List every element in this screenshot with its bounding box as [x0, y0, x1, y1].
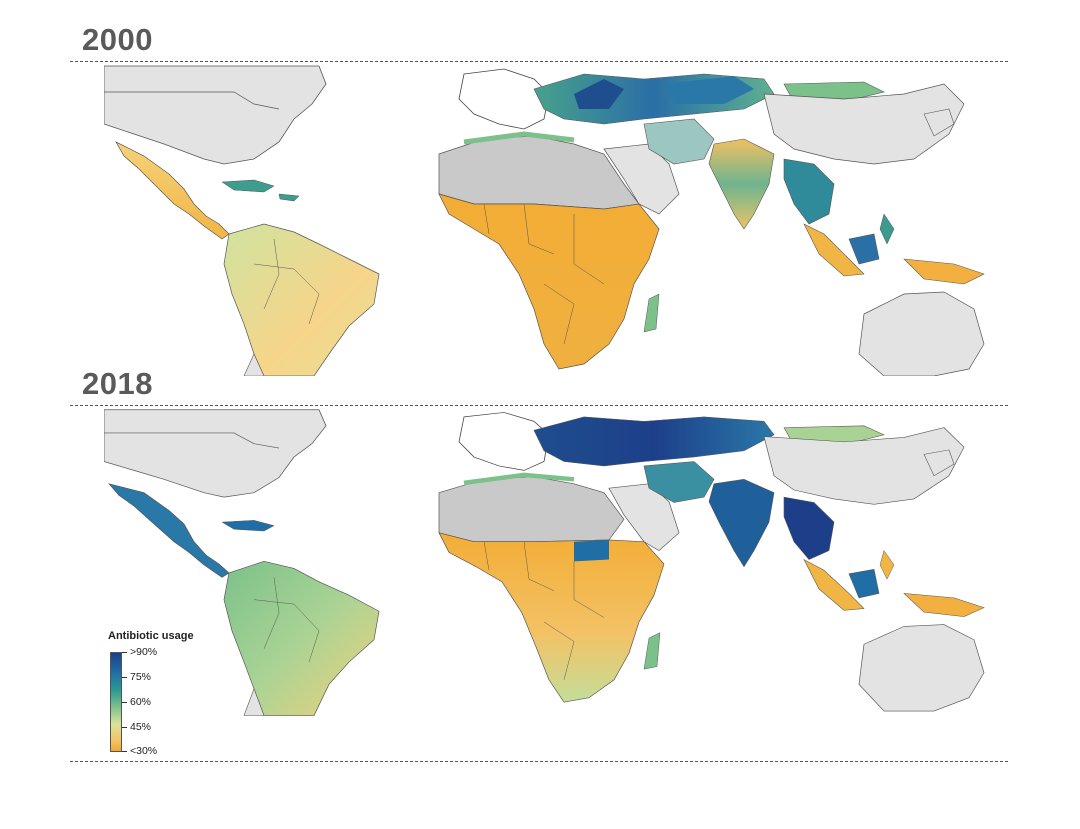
north-africa	[438, 135, 640, 210]
divider-top	[70, 61, 1008, 62]
divider-bottom	[70, 761, 1008, 762]
subsaharan-africa	[438, 532, 665, 703]
map-2000	[104, 64, 1004, 376]
east-asia	[763, 427, 965, 505]
mexico	[115, 141, 230, 240]
legend-tick	[122, 677, 127, 678]
australia	[858, 624, 985, 712]
legend-tick-label-75: 75%	[130, 671, 152, 683]
legend-tick	[122, 751, 127, 752]
iran-region	[643, 461, 715, 503]
south-america	[223, 560, 380, 716]
divider-middle	[70, 405, 1008, 406]
legend-tick	[122, 727, 127, 728]
north-america	[104, 65, 327, 165]
southeast-asia	[783, 158, 835, 225]
australia	[858, 291, 985, 376]
legend-tick-label-60: 60%	[130, 696, 152, 708]
india	[708, 138, 775, 230]
subsaharan-africa	[438, 193, 660, 370]
southeast-asia	[783, 496, 835, 560]
legend-color-bar	[110, 652, 122, 752]
caribbean	[221, 179, 275, 193]
legend: Antibiotic usage >90% 75% 60% 45% <30%	[108, 630, 218, 760]
legend-tick-label-low: <30%	[130, 745, 158, 757]
year-2000-label: 2000	[82, 22, 153, 57]
iran-region	[643, 118, 715, 165]
year-2018-label: 2018	[82, 366, 153, 401]
legend-tick-label-high: >90%	[130, 646, 158, 658]
us-canada-border	[104, 91, 280, 110]
europe	[458, 412, 550, 471]
legend-tick	[122, 652, 127, 653]
madagascar	[643, 632, 661, 670]
legend-tick	[122, 702, 127, 703]
europe	[458, 68, 550, 130]
india	[708, 479, 775, 568]
legend-tick-label-45: 45%	[130, 721, 152, 733]
south-america	[223, 223, 380, 376]
map-2018	[104, 408, 1004, 720]
madagascar	[643, 293, 660, 333]
north-africa	[438, 476, 625, 543]
mexico	[108, 483, 230, 578]
east-asia	[763, 83, 965, 165]
north-america	[104, 409, 327, 498]
central-asia	[533, 416, 775, 467]
legend-title: Antibiotic usage	[108, 630, 194, 642]
